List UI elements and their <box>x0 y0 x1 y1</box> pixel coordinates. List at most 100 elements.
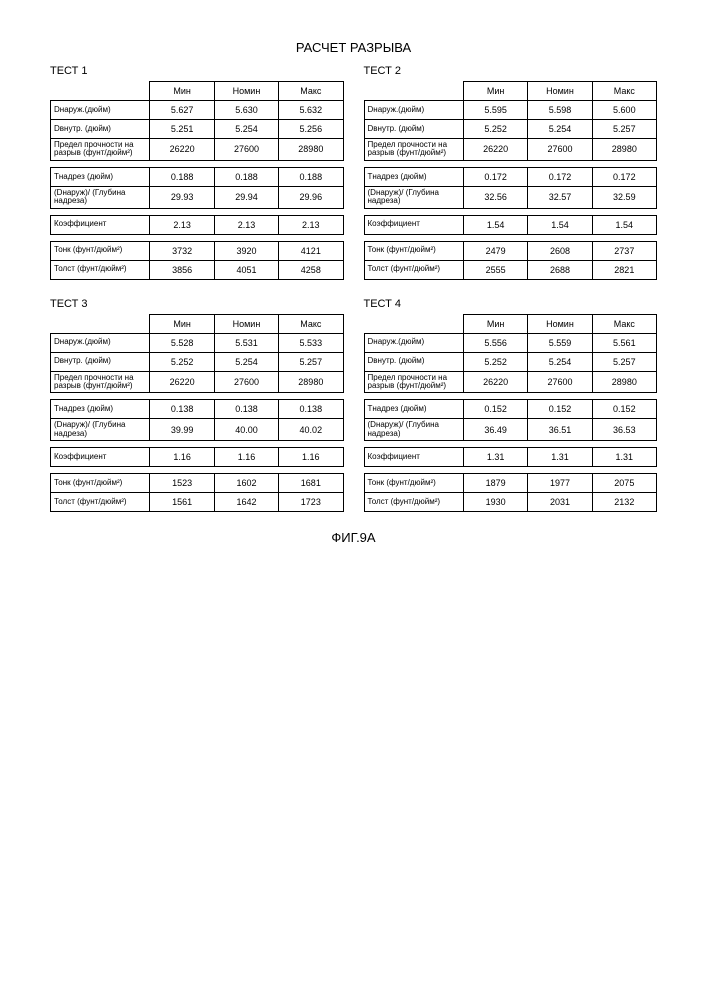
row-ratio: (Dнаруж)/ (Глубина надреза) <box>364 186 463 208</box>
test-1-table-b: Tнадрез (дюйм) 0.188 0.188 0.188 (Dнаруж… <box>50 167 344 209</box>
hdr-nom: Номин <box>528 82 592 101</box>
cell: 26220 <box>463 371 527 393</box>
test-4-label: ТЕСТ 4 <box>364 298 658 310</box>
test-2-table-d: Тонк (фунт/дюйм²) 2479 2608 2737 Толст (… <box>364 241 658 280</box>
row-ratio: (Dнаруж)/ (Глубина надреза) <box>51 186 150 208</box>
cell: 5.256 <box>279 120 343 139</box>
row-coef: Коэффициент <box>364 215 463 234</box>
hdr-max: Макс <box>279 82 343 101</box>
test-2-table-b: Tнадрез (дюйм) 0.172 0.172 0.172 (Dнаруж… <box>364 167 658 209</box>
cell: 5.595 <box>463 101 527 120</box>
cell: 4121 <box>279 241 343 260</box>
cell: 1.54 <box>528 215 592 234</box>
row-dout: Dнаруж.(дюйм) <box>364 333 463 352</box>
row-dout: Dнаруж.(дюйм) <box>51 333 150 352</box>
cell: 5.533 <box>279 333 343 352</box>
cell: 32.59 <box>592 186 656 208</box>
row-dout: Dнаруж.(дюйм) <box>364 101 463 120</box>
cell: 36.53 <box>592 419 656 441</box>
test-4-table-b: Tнадрез (дюйм) 0.152 0.152 0.152 (Dнаруж… <box>364 399 658 441</box>
test-4-table: Мин Номин Макс Dнаруж.(дюйм) 5.556 5.559… <box>364 314 658 394</box>
figure-label: ФИГ.9A <box>50 530 657 545</box>
cell: 0.188 <box>150 167 214 186</box>
cell: 2608 <box>528 241 592 260</box>
cell: 5.254 <box>214 120 278 139</box>
cell: 5.561 <box>592 333 656 352</box>
cell: 0.138 <box>279 400 343 419</box>
cell: 5.252 <box>463 352 527 371</box>
cell: 1523 <box>150 474 214 493</box>
cell: 5.598 <box>528 101 592 120</box>
hdr-min: Мин <box>463 82 527 101</box>
cell: 36.49 <box>463 419 527 441</box>
hdr-nom: Номин <box>528 314 592 333</box>
cell: 28980 <box>592 139 656 161</box>
hdr-min: Мин <box>463 314 527 333</box>
cell: 5.632 <box>279 101 343 120</box>
row-coef: Коэффициент <box>51 215 150 234</box>
row-thick: Толст (фунт/дюйм²) <box>364 493 463 512</box>
cell: 27600 <box>214 371 278 393</box>
test-1-table-c: Коэффициент 2.13 2.13 2.13 <box>50 215 344 235</box>
cell: 0.172 <box>463 167 527 186</box>
test-2-label: ТЕСТ 2 <box>364 65 658 77</box>
row-tcut: Tнадрез (дюйм) <box>364 400 463 419</box>
hdr-max: Макс <box>592 314 656 333</box>
cell: 27600 <box>528 371 592 393</box>
cell: 0.152 <box>528 400 592 419</box>
cell: 32.56 <box>463 186 527 208</box>
row-tcut: Tнадрез (дюйм) <box>51 167 150 186</box>
cell: 0.172 <box>528 167 592 186</box>
cell: 3920 <box>214 241 278 260</box>
cell: 1.54 <box>592 215 656 234</box>
cell: 40.02 <box>279 419 343 441</box>
cell: 5.600 <box>592 101 656 120</box>
cell: 0.188 <box>279 167 343 186</box>
cell: 39.99 <box>150 419 214 441</box>
cell: 5.257 <box>592 352 656 371</box>
cell: 5.257 <box>279 352 343 371</box>
row-din: Dвнутр. (дюйм) <box>51 120 150 139</box>
test-1-table-d: Тонк (фунт/дюйм²) 3732 3920 4121 Толст (… <box>50 241 344 280</box>
cell: 2479 <box>463 241 527 260</box>
cell: 28980 <box>279 139 343 161</box>
cell: 5.254 <box>528 120 592 139</box>
test-2-table: Мин Номин Макс Dнаруж.(дюйм) 5.595 5.598… <box>364 81 658 161</box>
cell: 3856 <box>150 260 214 279</box>
cell: 2688 <box>528 260 592 279</box>
cell: 27600 <box>214 139 278 161</box>
hdr-nom: Номин <box>214 314 278 333</box>
cell: 0.188 <box>214 167 278 186</box>
cell: 4258 <box>279 260 343 279</box>
cell: 5.257 <box>592 120 656 139</box>
cell: 26220 <box>150 371 214 393</box>
row-tcut: Tнадрез (дюйм) <box>364 167 463 186</box>
cell: 1930 <box>463 493 527 512</box>
cell: 1.16 <box>279 448 343 467</box>
cell: 2555 <box>463 260 527 279</box>
cell: 3732 <box>150 241 214 260</box>
test-grid: ТЕСТ 1 Мин Номин Макс Dнаруж.(дюйм) 5.62… <box>50 61 657 512</box>
test-3-label: ТЕСТ 3 <box>50 298 344 310</box>
row-thin: Тонк (фунт/дюйм²) <box>364 474 463 493</box>
cell: 26220 <box>463 139 527 161</box>
test-3-table: Мин Номин Макс Dнаруж.(дюйм) 5.528 5.531… <box>50 314 344 394</box>
cell: 29.94 <box>214 186 278 208</box>
cell: 29.96 <box>279 186 343 208</box>
test-4-table-d: Тонк (фунт/дюйм²) 1879 1977 2075 Толст (… <box>364 473 658 512</box>
row-thin: Тонк (фунт/дюйм²) <box>51 474 150 493</box>
test-2-table-c: Коэффициент 1.54 1.54 1.54 <box>364 215 658 235</box>
test-2: ТЕСТ 2 Мин Номин Макс Dнаруж.(дюйм) 5.59… <box>364 61 658 280</box>
hdr-max: Макс <box>592 82 656 101</box>
row-thick: Толст (фунт/дюйм²) <box>51 493 150 512</box>
test-4: ТЕСТ 4 Мин Номин Макс Dнаруж.(дюйм) 5.55… <box>364 294 658 513</box>
row-din: Dвнутр. (дюйм) <box>51 352 150 371</box>
cell: 1.16 <box>150 448 214 467</box>
row-din: Dвнутр. (дюйм) <box>364 352 463 371</box>
cell: 5.630 <box>214 101 278 120</box>
cell: 1642 <box>214 493 278 512</box>
cell: 28980 <box>592 371 656 393</box>
cell: 26220 <box>150 139 214 161</box>
cell: 27600 <box>528 139 592 161</box>
cell: 0.152 <box>463 400 527 419</box>
